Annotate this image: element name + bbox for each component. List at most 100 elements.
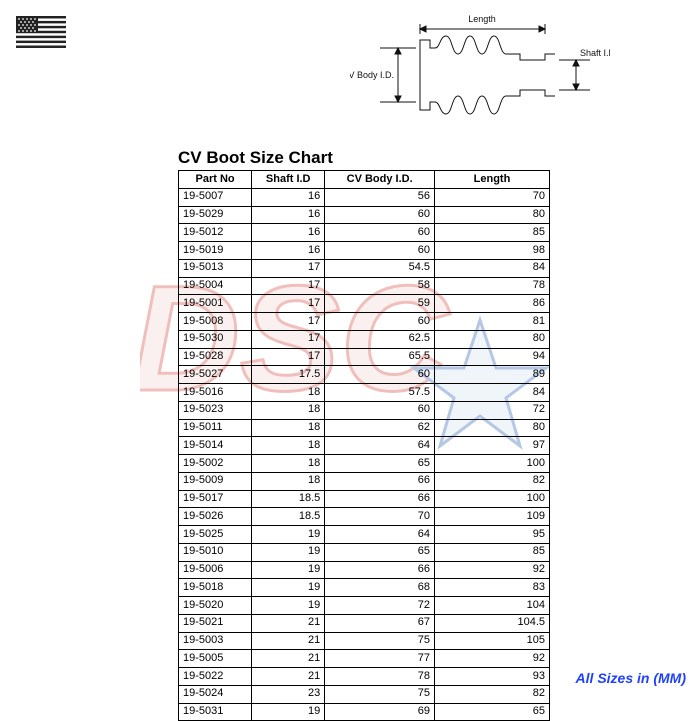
table-row: 19-5018196883 xyxy=(179,579,550,597)
cell-length: 80 xyxy=(435,330,550,348)
diagram-label-length: Length xyxy=(468,14,496,24)
table-row: 19-5029166080 xyxy=(179,206,550,224)
col-header-body: CV Body I.D. xyxy=(325,171,435,189)
cell-length: 65 xyxy=(435,703,550,721)
cell-part-no: 19-5025 xyxy=(179,526,252,544)
cell-length: 83 xyxy=(435,579,550,597)
col-header-part: Part No xyxy=(179,171,252,189)
table-row: 19-501718.566100 xyxy=(179,490,550,508)
cell-shaft-id: 23 xyxy=(252,685,325,703)
cell-length: 82 xyxy=(435,472,550,490)
cell-cv-body-id: 66 xyxy=(325,472,435,490)
cell-cv-body-id: 70 xyxy=(325,508,435,526)
cell-shaft-id: 19 xyxy=(252,561,325,579)
cell-length: 86 xyxy=(435,295,550,313)
cell-part-no: 19-5023 xyxy=(179,401,252,419)
cell-length: 95 xyxy=(435,526,550,544)
table-row: 19-5007165670 xyxy=(179,188,550,206)
table-row: 19-5009186682 xyxy=(179,472,550,490)
table-row: 19-5005217792 xyxy=(179,650,550,668)
cell-length: 97 xyxy=(435,437,550,455)
cell-cv-body-id: 75 xyxy=(325,685,435,703)
cell-cv-body-id: 62.5 xyxy=(325,330,435,348)
cell-shaft-id: 16 xyxy=(252,188,325,206)
table-row: 19-5022217893 xyxy=(179,668,550,686)
cell-part-no: 19-5019 xyxy=(179,242,252,260)
table-row: 19-5025196495 xyxy=(179,526,550,544)
cell-length: 109 xyxy=(435,508,550,526)
cell-part-no: 19-5009 xyxy=(179,472,252,490)
cell-shaft-id: 19 xyxy=(252,597,325,615)
cell-shaft-id: 18 xyxy=(252,455,325,473)
cell-cv-body-id: 60 xyxy=(325,401,435,419)
cell-length: 100 xyxy=(435,490,550,508)
cell-length: 82 xyxy=(435,685,550,703)
cell-shaft-id: 19 xyxy=(252,526,325,544)
cell-part-no: 19-5018 xyxy=(179,579,252,597)
table-row: 19-50131754.584 xyxy=(179,259,550,277)
cell-shaft-id: 21 xyxy=(252,668,325,686)
table-row: 19-5010196585 xyxy=(179,543,550,561)
cell-length: 84 xyxy=(435,259,550,277)
cell-cv-body-id: 64 xyxy=(325,526,435,544)
cell-shaft-id: 17 xyxy=(252,295,325,313)
table-row: 19-50301762.580 xyxy=(179,330,550,348)
cell-shaft-id: 19 xyxy=(252,579,325,597)
cell-cv-body-id: 67 xyxy=(325,614,435,632)
cell-shaft-id: 16 xyxy=(252,242,325,260)
diagram-label-cv-body: CV Body I.D. xyxy=(350,70,394,80)
cell-cv-body-id: 65 xyxy=(325,543,435,561)
table-row: 19-50161857.584 xyxy=(179,384,550,402)
cell-length: 93 xyxy=(435,668,550,686)
cell-cv-body-id: 64 xyxy=(325,437,435,455)
cell-cv-body-id: 65 xyxy=(325,455,435,473)
cell-shaft-id: 17 xyxy=(252,259,325,277)
cell-shaft-id: 16 xyxy=(252,224,325,242)
cell-length: 100 xyxy=(435,455,550,473)
cell-length: 85 xyxy=(435,224,550,242)
diagram-label-shaft: Shaft I.D. xyxy=(580,48,610,58)
cell-length: 70 xyxy=(435,188,550,206)
cell-length: 72 xyxy=(435,401,550,419)
cell-length: 81 xyxy=(435,313,550,331)
cell-cv-body-id: 62 xyxy=(325,419,435,437)
table-row: 19-5011186280 xyxy=(179,419,550,437)
cell-cv-body-id: 65.5 xyxy=(325,348,435,366)
cell-cv-body-id: 60 xyxy=(325,366,435,384)
cell-shaft-id: 18 xyxy=(252,437,325,455)
table-row: 19-502717.56089 xyxy=(179,366,550,384)
cell-length: 98 xyxy=(435,242,550,260)
cell-part-no: 19-5026 xyxy=(179,508,252,526)
table-row: 19-5024237582 xyxy=(179,685,550,703)
cell-part-no: 19-5021 xyxy=(179,614,252,632)
cell-shaft-id: 17 xyxy=(252,348,325,366)
cell-cv-body-id: 66 xyxy=(325,490,435,508)
cell-shaft-id: 18 xyxy=(252,472,325,490)
cell-shaft-id: 18.5 xyxy=(252,490,325,508)
cell-shaft-id: 17.5 xyxy=(252,366,325,384)
table-row: 19-5008176081 xyxy=(179,313,550,331)
cell-length: 92 xyxy=(435,561,550,579)
cell-cv-body-id: 60 xyxy=(325,206,435,224)
cell-part-no: 19-5017 xyxy=(179,490,252,508)
cell-part-no: 19-5029 xyxy=(179,206,252,224)
cell-shaft-id: 21 xyxy=(252,650,325,668)
col-header-length: Length xyxy=(435,171,550,189)
cell-shaft-id: 18.5 xyxy=(252,508,325,526)
table-row: 19-50212167104.5 xyxy=(179,614,550,632)
cell-cv-body-id: 68 xyxy=(325,579,435,597)
cell-length: 89 xyxy=(435,366,550,384)
cell-part-no: 19-5013 xyxy=(179,259,252,277)
cell-part-no: 19-5028 xyxy=(179,348,252,366)
cell-length: 104.5 xyxy=(435,614,550,632)
size-table: Part No Shaft I.D CV Body I.D. Length 19… xyxy=(178,170,550,721)
table-header-row: Part No Shaft I.D CV Body I.D. Length xyxy=(179,171,550,189)
cell-part-no: 19-5016 xyxy=(179,384,252,402)
cell-cv-body-id: 69 xyxy=(325,703,435,721)
cell-part-no: 19-5022 xyxy=(179,668,252,686)
cell-length: 78 xyxy=(435,277,550,295)
cell-shaft-id: 21 xyxy=(252,614,325,632)
table-row: 19-5014186497 xyxy=(179,437,550,455)
table-row: 19-5031196965 xyxy=(179,703,550,721)
cell-part-no: 19-5031 xyxy=(179,703,252,721)
